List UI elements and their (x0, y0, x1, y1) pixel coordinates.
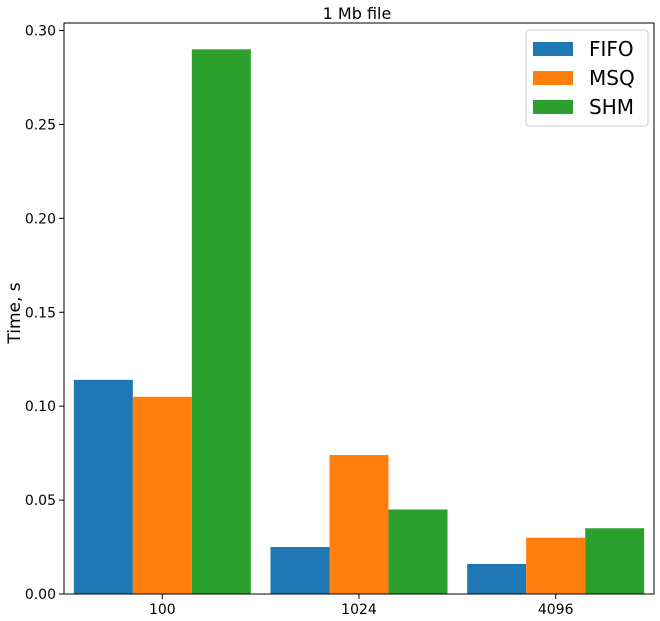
legend-swatch-msq (533, 71, 573, 85)
bar-shm-100 (191, 49, 251, 595)
y-tick-label: 0.25 (25, 117, 56, 133)
y-axis-label: Time, s (5, 282, 25, 344)
bar-fifo-100 (73, 379, 133, 594)
plot-frame (63, 22, 655, 595)
legend-label-shm: SHM (589, 95, 634, 119)
x-tick-label: 1024 (341, 602, 377, 618)
y-tick-label: 0.05 (25, 493, 56, 509)
x-tick-label: 4096 (538, 602, 574, 618)
legend-swatch-fifo (533, 42, 573, 56)
bar-shm-4096 (585, 528, 645, 594)
y-tick-label: 0.30 (25, 24, 56, 40)
legend-label-fifo: FIFO (589, 37, 634, 61)
legend-label-msq: MSQ (589, 66, 635, 90)
bar-msq-100 (132, 396, 192, 594)
bar-msq-4096 (526, 537, 586, 594)
legend-swatch-shm (533, 100, 573, 114)
y-tick-label: 0.10 (25, 399, 56, 415)
x-axis: 100 1024 4096 (149, 594, 574, 618)
legend: FIFO MSQ SHM (525, 29, 649, 127)
chart-title: 1 Mb file (323, 4, 392, 23)
y-tick-label: 0.20 (25, 211, 56, 227)
y-tick-label: 0.00 (25, 587, 56, 603)
y-axis: 0.00 0.05 0.10 0.15 0.20 0.25 0.30 (25, 24, 64, 603)
y-tick-label: 0.15 (25, 305, 56, 321)
bar-shm-1024 (388, 509, 448, 594)
x-tick-label: 100 (149, 602, 176, 618)
bar-fifo-1024 (270, 547, 330, 594)
bar-fifo-4096 (467, 563, 527, 594)
bars-group (73, 49, 645, 595)
bar-msq-1024 (329, 455, 389, 594)
